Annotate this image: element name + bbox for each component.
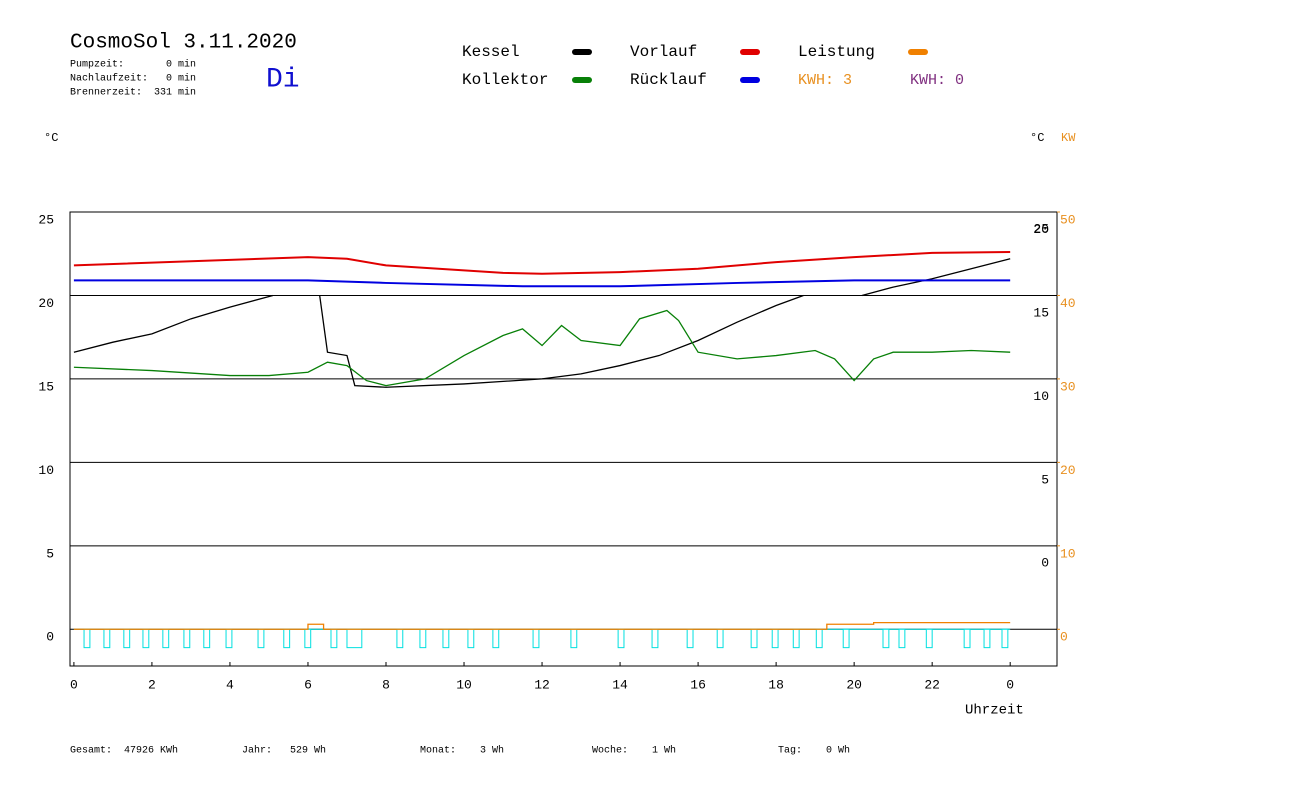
y2-tick-label: 40 [1060,296,1076,311]
y-tick-label-right: 0 [1041,556,1049,571]
y-unit-right: °C [1030,131,1044,145]
pulse [123,628,131,649]
footer-stat: Jahr: 529 Wh [242,745,326,757]
pulse [617,628,625,649]
y2-tick-label: 30 [1060,379,1076,394]
legend-label: Kollektor [462,71,548,89]
y2-tick-label: 0 [1060,630,1068,645]
y-tick-label-right: 15 [1033,305,1049,320]
x-tick-label: 10 [456,677,472,692]
pulse [882,628,890,649]
legend-label: Rücklauf [630,71,707,89]
y2-unit: KW [1061,131,1076,145]
pulse [103,628,111,649]
pulse [898,628,906,649]
y-tick-label-right: 25 [1033,221,1049,236]
y-tick-label: 0 [46,630,54,645]
y-unit: °C [44,131,58,145]
footer-stat: Monat: 3 Wh [420,745,504,757]
pulse [419,628,427,649]
pulse [570,628,578,649]
y-tick-label: 15 [38,379,54,394]
footer-stat: Tag: 0 Wh [778,745,850,757]
pulse [815,628,823,649]
footer-stat: Gesamt: 47926 KWh [70,745,178,757]
x-tick-label: 16 [690,677,706,692]
pulse [686,628,694,649]
footer-stat: Woche: 1 Wh [592,745,676,757]
pulse [467,628,475,649]
pulse [492,628,500,649]
legend-label: Leistung [798,43,875,61]
y-tick-label: 10 [38,463,54,478]
x-tick-label: 2 [148,677,156,692]
pulse [750,628,758,649]
pulse [83,628,91,649]
x-tick-label: 20 [846,677,862,692]
pulse [396,628,404,649]
day-label: Di [266,64,300,95]
pulse [771,628,779,649]
y-tick-label: 20 [38,296,54,311]
pulse [532,628,540,649]
chart-title: CosmoSol 3.11.2020 [70,32,297,55]
pulse [716,628,724,649]
pulse [1001,628,1009,649]
info-line: Brennerzeit: 331 min [70,87,196,99]
pulse [203,628,211,649]
pulse [651,628,659,649]
pulse [304,628,312,649]
y-tick-label-right: 10 [1033,389,1049,404]
legend-label: Kessel [462,43,520,61]
pulse [842,628,850,649]
x-tick-label: 4 [226,677,234,692]
legend-label: Vorlauf [630,43,697,61]
pulse [225,628,233,649]
pulse [183,628,191,649]
y-tick-label-right: 5 [1041,472,1049,487]
series-line [73,621,1011,630]
y-tick-label: 5 [46,546,54,561]
series-line [73,258,1011,388]
y-tick-label: 25 [38,212,54,227]
kwh-label: KWH: 0 [910,72,964,89]
x-tick-label: 0 [70,677,78,692]
pulse [257,628,265,649]
x-tick-label: 0 [1006,677,1014,692]
x-tick-label: 12 [534,677,550,692]
pulse [162,628,170,649]
pulse [142,628,150,649]
pulse [983,628,991,649]
pulse [925,628,933,649]
pulse [330,628,338,649]
series-line [73,279,1011,288]
pulse [792,628,800,649]
pulse [283,628,291,649]
x-tick-label: 14 [612,677,628,692]
pulse [442,628,450,649]
kwh-label: KWH: 3 [798,72,852,89]
y-tick-label-right: 20 [1033,222,1049,237]
x-tick-label: 18 [768,677,784,692]
x-tick-label: 6 [304,677,312,692]
pulse [346,628,363,649]
y2-tick-label: 50 [1060,212,1076,227]
series-line [73,251,1011,275]
pulse [963,628,971,649]
y2-tick-label: 10 [1060,546,1076,561]
x-tick-label: 8 [382,677,390,692]
x-axis-label: Uhrzeit [965,703,1024,719]
info-line: Pumpzeit: 0 min [70,59,196,71]
y2-tick-label: 20 [1060,463,1076,478]
series-line [73,309,1011,387]
x-tick-label: 22 [924,677,940,692]
info-line: Nachlaufzeit: 0 min [70,73,196,85]
